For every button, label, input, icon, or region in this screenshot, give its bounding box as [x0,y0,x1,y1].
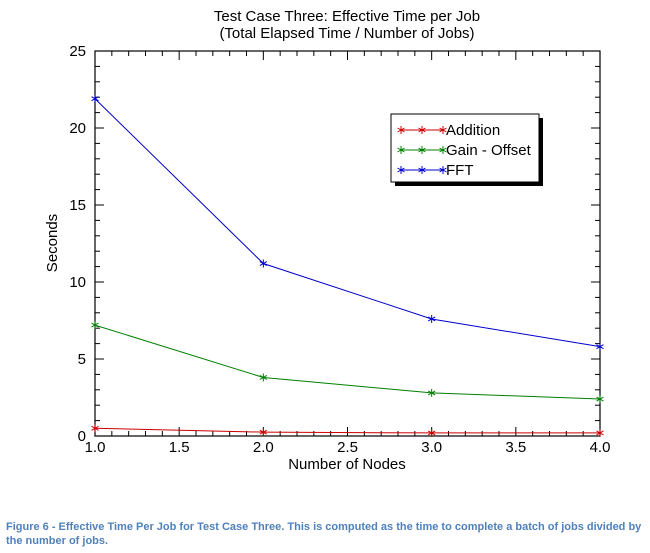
legend: Addition Gain - Offset FFT [390,113,543,186]
data-point-marker [259,259,268,268]
x-tick-label: 4.0 [590,439,611,456]
x-tick-label: 1.5 [169,439,190,456]
y-tick-label: 5 [78,351,86,368]
chart-title-line-1: Test Case Three: Effective Time per Job [214,8,480,25]
data-point-marker [427,314,436,323]
legend-label: FFT [446,162,474,179]
data-point-marker [439,166,447,174]
y-tick-label: 15 [69,197,86,214]
y-tick-labels: 0 5 10 15 20 25 [69,43,86,445]
data-point-marker [418,126,426,134]
x-tick-labels: 1.0 1.5 2.0 2.5 3.0 3.5 4.0 [85,439,611,456]
data-point-marker [397,166,405,174]
legend-box [390,113,540,183]
data-point-marker [596,428,604,437]
data-point-marker [91,321,99,330]
data-point-marker [397,126,405,134]
x-tick-label: 3.0 [421,439,442,456]
x-tick-label: 1.0 [85,439,106,456]
data-point-marker [427,388,436,397]
legend-label: Gain - Offset [446,142,532,159]
data-point-marker [596,395,604,404]
y-tick-label: 25 [69,43,86,60]
data-point-marker [418,166,426,174]
x-axis-label: Number of Nodes [288,456,406,473]
series-line [94,98,601,348]
series-gain-offset [91,321,604,404]
y-tick-label: 20 [69,120,86,137]
data-point-marker [259,373,268,382]
legend-item: FFT [397,162,474,179]
data-point-marker [596,342,604,351]
data-point-marker [427,428,436,437]
series-fft [91,94,604,351]
series-line [94,324,601,400]
x-tick-label: 2.5 [337,439,358,456]
data-point-marker [91,424,99,433]
plot-frame [94,50,601,437]
x-tick-label: 2.0 [253,439,274,456]
legend-item: Addition [397,122,500,139]
series-addition [91,424,604,437]
y-tick-label: 10 [69,274,86,291]
data-point-marker [91,94,99,103]
legend-item: Gain - Offset [397,142,532,159]
x-tick-label: 3.5 [505,439,526,456]
data-point-marker [418,146,426,154]
y-tick-label: 0 [78,428,86,445]
data-point-marker [259,428,268,437]
y-axis-label: Seconds [44,214,61,272]
figure-caption: Figure 6 - Effective Time Per Job for Te… [6,521,642,547]
data-point-marker [439,146,447,154]
chart-title-line-2: (Total Elapsed Time / Number of Jobs) [219,25,474,42]
data-point-marker [397,146,405,154]
axis-ticks [94,50,601,437]
series-layer [91,94,604,437]
series-line [94,427,600,434]
chart: Test Case Three: Effective Time per Job … [44,8,611,473]
data-point-marker [439,126,447,134]
legend-label: Addition [446,122,500,139]
